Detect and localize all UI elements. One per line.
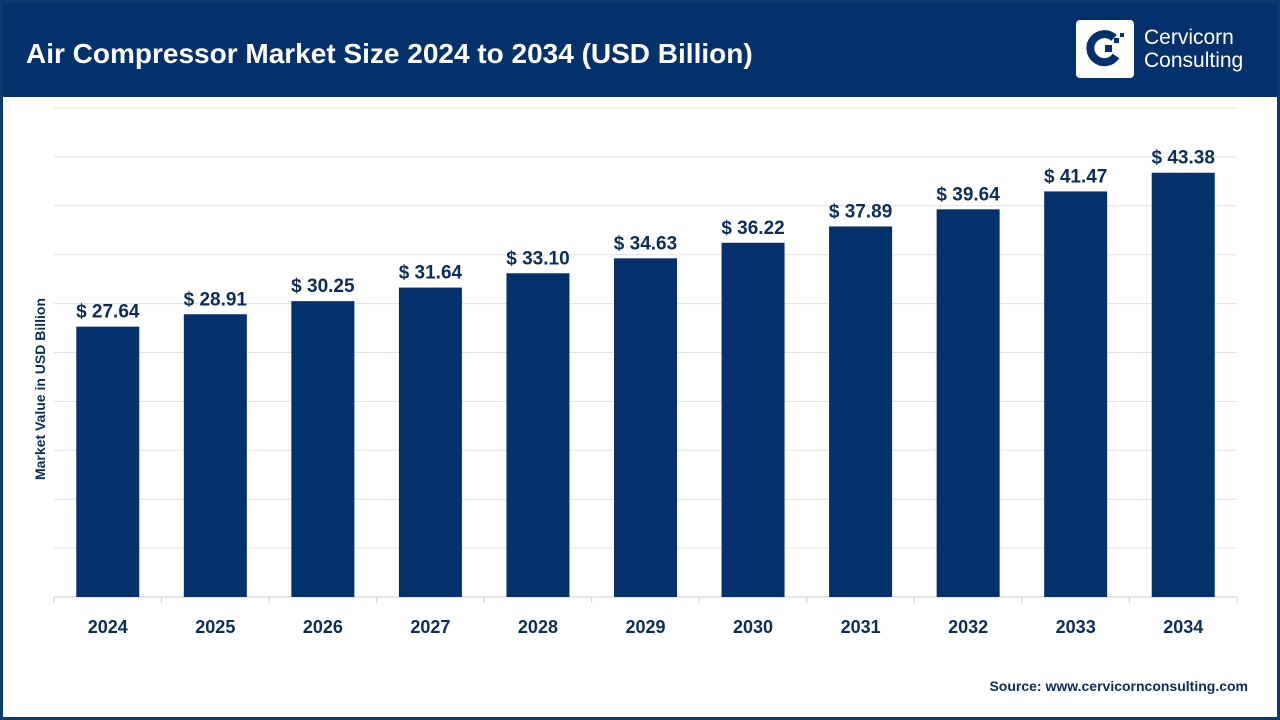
data-label-2026: $ 30.25 [291, 276, 355, 297]
bar-2032 [936, 209, 1000, 597]
x-tick-label-2025: 2025 [195, 617, 235, 637]
logo-line1: Cervicorn [1144, 26, 1234, 49]
data-label-2031: $ 37.89 [829, 201, 892, 222]
bar-2024 [76, 326, 140, 597]
source-text: Source: www.cervicornconsulting.com [989, 678, 1248, 694]
bar-2031 [829, 226, 893, 598]
x-tick-label-2034: 2034 [1163, 617, 1203, 637]
cervicorn-logo: Cervicorn Consulting [1076, 20, 1243, 78]
chart-title: Air Compressor Market Size 2024 to 2034 … [26, 38, 753, 69]
x-tick-label-2033: 2033 [1056, 617, 1096, 637]
x-tick-label-2024: 2024 [88, 617, 128, 637]
x-tick-label-2030: 2030 [733, 617, 773, 637]
data-label-2028: $ 33.10 [506, 248, 569, 269]
data-label-2033: $ 41.47 [1044, 166, 1107, 187]
logo-mark-icon [1076, 20, 1134, 78]
data-label-2027: $ 31.64 [399, 263, 463, 284]
x-tick-label-2027: 2027 [410, 617, 450, 637]
x-tick-label-2028: 2028 [518, 617, 558, 637]
bar-2030 [721, 242, 785, 597]
bar-2033 [1044, 191, 1108, 597]
logo-text: Cervicorn Consulting [1144, 26, 1243, 72]
bar-2029 [614, 258, 677, 597]
bar-2025 [183, 314, 247, 597]
bar-2026 [291, 301, 355, 597]
data-label-2034: $ 43.38 [1152, 148, 1215, 169]
x-tick-label-2032: 2032 [948, 617, 988, 637]
bar-2028 [506, 273, 570, 597]
bar-chart: $ 27.64 2024 $ 28.91 2025 $ 30.25 2026 $ 31.64… [53, 107, 1238, 637]
bar-2034 [1151, 172, 1215, 597]
data-label-2029: $ 34.63 [614, 233, 677, 254]
data-label-2025: $ 28.91 [184, 289, 248, 310]
data-label-2024: $ 27.64 [76, 302, 140, 323]
x-tick-label-2026: 2026 [303, 617, 343, 637]
x-tick-label-2029: 2029 [625, 617, 665, 637]
logo-line2: Consulting [1144, 49, 1244, 72]
data-label-2032: $ 39.64 [936, 184, 1000, 205]
header-bar: Air Compressor Market Size 2024 to 2034 … [0, 0, 1280, 97]
x-tick-label-2031: 2031 [841, 617, 881, 637]
bar-2027 [398, 287, 462, 597]
data-label-2030: $ 36.22 [721, 218, 784, 239]
